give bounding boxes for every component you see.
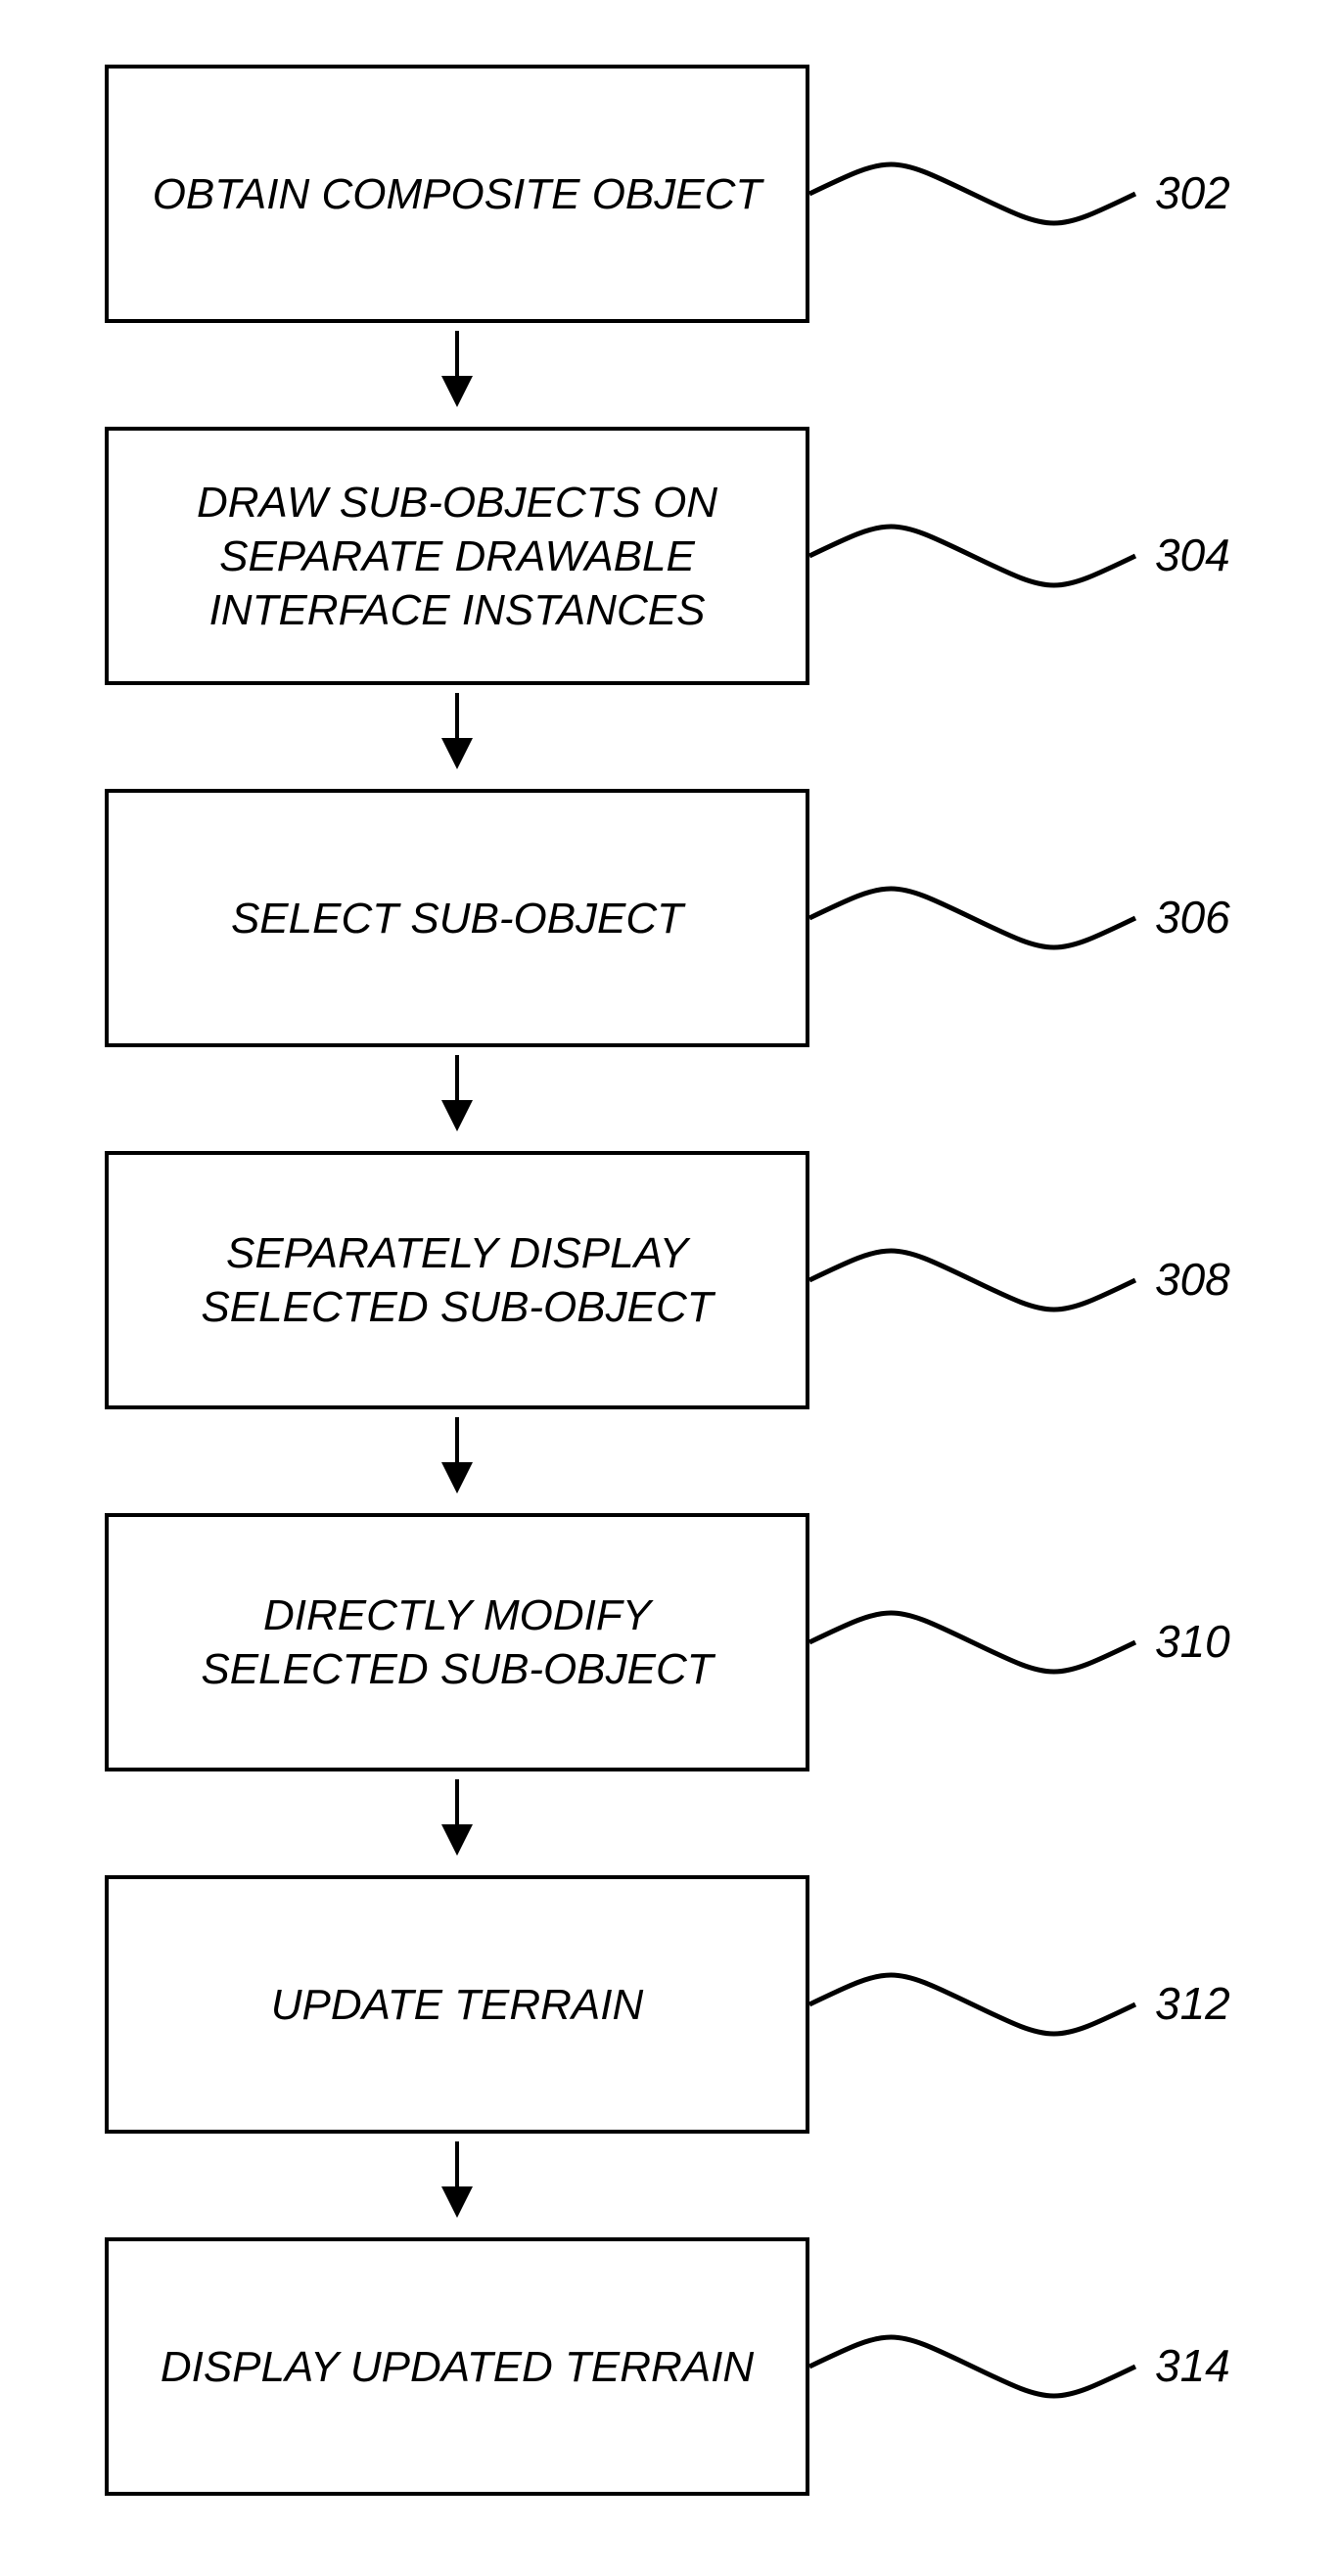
flow-step-text: DIRECTLY MODIFY SELECTED SUB-OBJECT [201,1588,713,1696]
flow-step-text: DISPLAY UPDATED TERRAIN [161,2340,754,2394]
flow-step-308: SEPARATELY DISPLAY SELECTED SUB-OBJECT [105,1151,809,1409]
flow-arrow-head [441,2186,473,2218]
flow-arrow-head [441,376,473,407]
flow-arrow-head [441,1462,473,1494]
flow-step-text: DRAW SUB-OBJECTS ON SEPARATE DRAWABLE IN… [197,476,717,637]
flow-step-text: SEPARATELY DISPLAY SELECTED SUB-OBJECT [201,1226,713,1334]
flow-arrow-head [441,738,473,769]
step-ref-label: 312 [1155,1977,1230,2030]
step-ref-label: 304 [1155,529,1230,581]
flow-arrow-head [441,1100,473,1131]
step-ref-label: 308 [1155,1253,1230,1306]
flow-step-text: OBTAIN COMPOSITE OBJECT [153,167,762,221]
flow-step-306: SELECT SUB-OBJECT [105,789,809,1047]
wave-connector [809,2337,1135,2396]
flow-step-text: SELECT SUB-OBJECT [231,892,683,945]
step-ref-label: 306 [1155,891,1230,943]
wave-connector [809,1975,1135,2034]
flow-step-304: DRAW SUB-OBJECTS ON SEPARATE DRAWABLE IN… [105,427,809,685]
flow-step-302: OBTAIN COMPOSITE OBJECT [105,65,809,323]
flow-step-312: UPDATE TERRAIN [105,1875,809,2134]
wave-connector [809,527,1135,585]
step-ref-label: 314 [1155,2339,1230,2392]
flow-step-314: DISPLAY UPDATED TERRAIN [105,2237,809,2496]
step-ref-label: 310 [1155,1615,1230,1668]
step-ref-label: 302 [1155,166,1230,219]
flow-step-310: DIRECTLY MODIFY SELECTED SUB-OBJECT [105,1513,809,1771]
flow-arrow-head [441,1824,473,1856]
wave-connector [809,889,1135,947]
wave-connector [809,1613,1135,1672]
wave-connector [809,164,1135,223]
wave-connector [809,1251,1135,1310]
flow-step-text: UPDATE TERRAIN [271,1978,644,2032]
